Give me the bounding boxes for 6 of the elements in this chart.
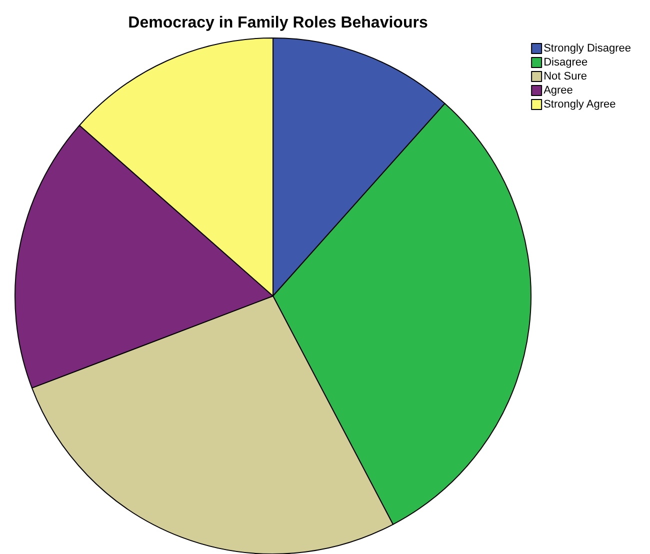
legend-label: Strongly Agree [544, 98, 616, 110]
chart-title: Democracy in Family Roles Behaviours [128, 14, 428, 32]
legend-label: Strongly Disagree [544, 42, 632, 54]
legend-label: Not Sure [544, 70, 587, 82]
legend-label: Agree [544, 84, 573, 96]
legend-label: Disagree [544, 56, 588, 68]
